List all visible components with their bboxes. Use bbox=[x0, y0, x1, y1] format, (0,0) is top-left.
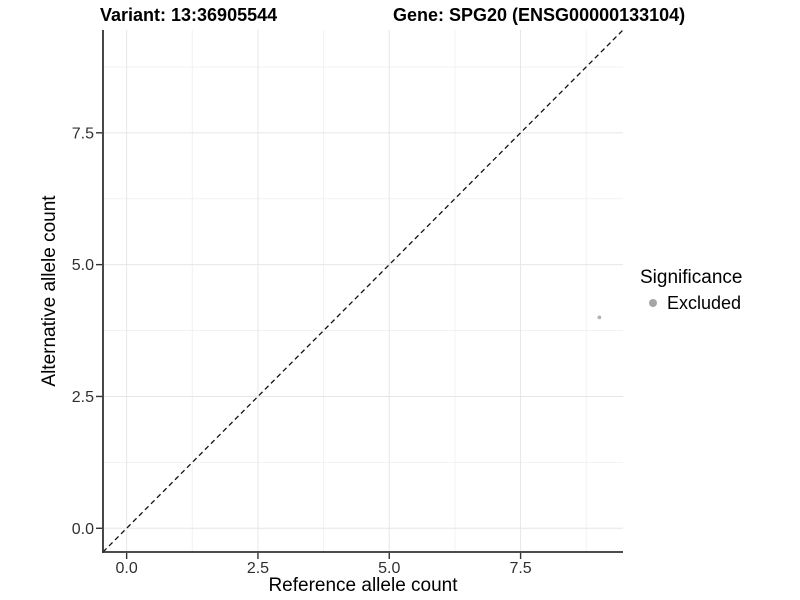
legend-key bbox=[640, 292, 666, 314]
y-tick-label: 7.5 bbox=[72, 125, 94, 142]
y-tick-label: 2.5 bbox=[72, 389, 94, 406]
legend: Significance Excluded bbox=[640, 266, 742, 314]
legend-title: Significance bbox=[640, 267, 743, 288]
legend-item-label: Excluded bbox=[667, 292, 742, 313]
data-point bbox=[597, 315, 602, 320]
x-tick-label: 5.0 bbox=[378, 560, 400, 577]
identity-line bbox=[102, 29, 624, 553]
y-tick-label: 0.0 bbox=[72, 521, 94, 538]
x-tick-label: 2.5 bbox=[247, 560, 269, 577]
x-tick-label: 0.0 bbox=[116, 560, 138, 577]
y-axis-title: Alternative allele count bbox=[39, 195, 60, 387]
legend-item-excluded: Excluded bbox=[640, 292, 742, 314]
excluded-point-icon bbox=[649, 299, 657, 307]
plot-title-gene: Gene: SPG20 (ENSG00000133104) bbox=[393, 5, 686, 25]
plot-title-variant: Variant: 13:36905544 bbox=[100, 5, 278, 25]
x-tick-label: 7.5 bbox=[509, 560, 531, 577]
y-tick-label: 5.0 bbox=[72, 257, 94, 274]
x-axis-title: Reference allele count bbox=[268, 575, 458, 596]
